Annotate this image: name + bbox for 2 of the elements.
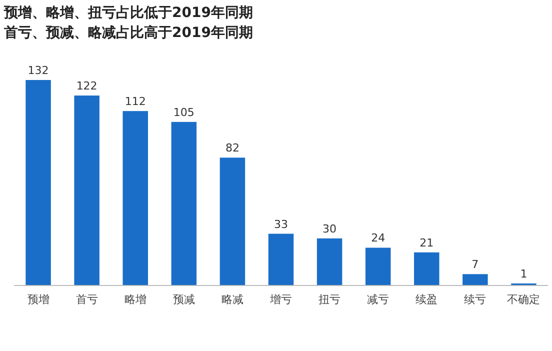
subtitle: 首亏、预减、略减占比高于2019年同期 <box>4 25 253 41</box>
title: 预增、略增、扭亏占比低于2019年同期 <box>4 5 253 21</box>
